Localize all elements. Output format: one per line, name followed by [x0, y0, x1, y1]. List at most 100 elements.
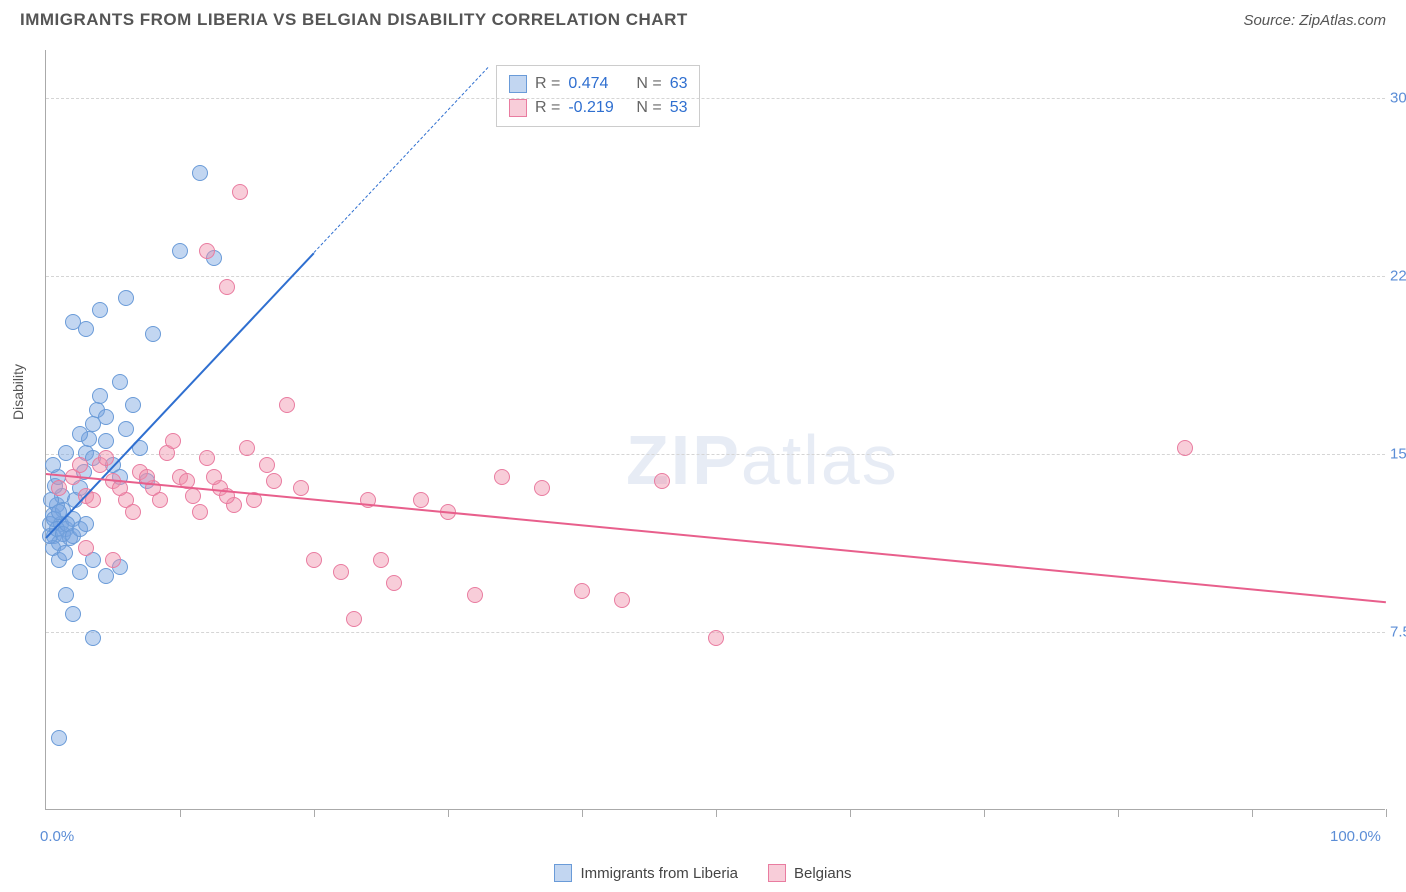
y-tick-label: 15.0% — [1390, 445, 1406, 462]
legend-label: Belgians — [794, 865, 852, 882]
data-point — [708, 630, 724, 646]
data-point — [199, 243, 215, 259]
data-point — [51, 730, 67, 746]
data-point — [152, 492, 168, 508]
data-point — [78, 540, 94, 556]
data-point — [185, 488, 201, 504]
x-tick — [180, 809, 181, 817]
data-point — [373, 552, 389, 568]
x-axis-min-label: 0.0% — [40, 828, 74, 845]
data-point — [125, 397, 141, 413]
data-point — [206, 469, 222, 485]
data-point — [219, 279, 235, 295]
data-point — [259, 457, 275, 473]
data-point — [98, 450, 114, 466]
chart-header: IMMIGRANTS FROM LIBERIA VS BELGIAN DISAB… — [0, 0, 1406, 35]
x-axis-max-label: 100.0% — [1330, 828, 1381, 845]
data-point — [386, 575, 402, 591]
legend-item: Belgians — [768, 864, 852, 882]
data-point — [72, 457, 88, 473]
series-legend: Immigrants from Liberia Belgians — [0, 864, 1406, 882]
data-point — [98, 409, 114, 425]
y-axis-label: Disability — [10, 364, 26, 420]
legend-swatch — [554, 864, 572, 882]
data-point — [467, 587, 483, 603]
gridline — [46, 98, 1385, 99]
data-point — [279, 397, 295, 413]
y-tick-label: 22.5% — [1390, 267, 1406, 284]
data-point — [118, 290, 134, 306]
x-tick — [716, 809, 717, 817]
data-point — [192, 504, 208, 520]
chart-source: Source: ZipAtlas.com — [1243, 12, 1386, 29]
chart-title: IMMIGRANTS FROM LIBERIA VS BELGIAN DISAB… — [20, 10, 688, 30]
data-point — [78, 516, 94, 532]
x-tick — [1386, 809, 1387, 817]
data-point — [306, 552, 322, 568]
data-point — [72, 426, 88, 442]
data-point — [232, 184, 248, 200]
data-point — [118, 421, 134, 437]
data-point — [165, 433, 181, 449]
data-point — [45, 457, 61, 473]
data-point — [78, 321, 94, 337]
legend-item: Immigrants from Liberia — [554, 864, 738, 882]
x-tick — [448, 809, 449, 817]
watermark: ZIPatlas — [626, 420, 899, 500]
data-point — [72, 564, 88, 580]
legend-swatch — [768, 864, 786, 882]
data-point — [654, 473, 670, 489]
trend-line — [46, 473, 1386, 603]
data-point — [172, 243, 188, 259]
data-point — [534, 480, 550, 496]
legend-swatch — [509, 75, 527, 93]
correlation-legend-row: R = 0.474 N = 63 — [509, 72, 687, 96]
y-tick-label: 7.5% — [1390, 623, 1406, 640]
legend-r-label: R = — [535, 72, 560, 96]
data-point — [145, 326, 161, 342]
data-point — [192, 165, 208, 181]
x-tick — [582, 809, 583, 817]
data-point — [494, 469, 510, 485]
data-point — [614, 592, 630, 608]
legend-r-value: 0.474 — [568, 72, 628, 96]
data-point — [125, 504, 141, 520]
data-point — [239, 440, 255, 456]
x-tick — [850, 809, 851, 817]
data-point — [57, 545, 73, 561]
data-point — [266, 473, 282, 489]
data-point — [1177, 440, 1193, 456]
data-point — [51, 480, 67, 496]
legend-n-value: 63 — [670, 72, 688, 96]
legend-n-label: N = — [636, 96, 661, 120]
scatter-chart: ZIPatlas R =0.474N =63R =-0.219N =53 7.5… — [45, 50, 1385, 810]
data-point — [112, 374, 128, 390]
legend-swatch — [509, 99, 527, 117]
data-point — [98, 433, 114, 449]
data-point — [199, 450, 215, 466]
x-tick — [984, 809, 985, 817]
data-point — [92, 388, 108, 404]
watermark-rest: atlas — [741, 421, 899, 499]
x-tick — [314, 809, 315, 817]
legend-n-value: 53 — [670, 96, 688, 120]
x-tick — [1252, 809, 1253, 817]
data-point — [574, 583, 590, 599]
data-point — [293, 480, 309, 496]
correlation-legend-row: R = -0.219 N = 53 — [509, 96, 687, 120]
trend-line — [314, 67, 489, 253]
data-point — [105, 552, 121, 568]
legend-n-label: N = — [636, 72, 661, 96]
data-point — [65, 606, 81, 622]
legend-r-value: -0.219 — [568, 96, 628, 120]
legend-label: Immigrants from Liberia — [580, 865, 738, 882]
legend-r-label: R = — [535, 96, 560, 120]
data-point — [92, 302, 108, 318]
y-tick-label: 30.0% — [1390, 89, 1406, 106]
data-point — [112, 480, 128, 496]
data-point — [58, 587, 74, 603]
data-point — [58, 445, 74, 461]
data-point — [85, 630, 101, 646]
data-point — [333, 564, 349, 580]
data-point — [346, 611, 362, 627]
